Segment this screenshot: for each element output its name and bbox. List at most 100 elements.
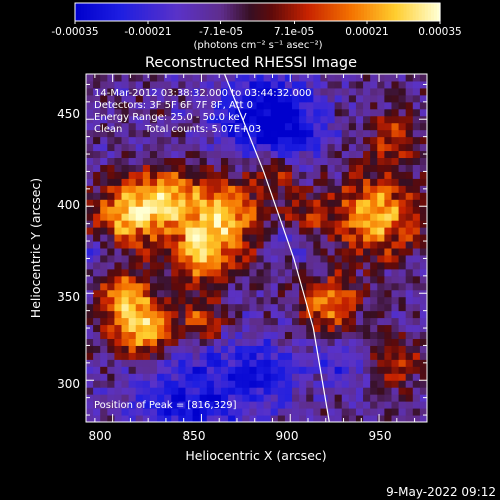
heatmap-pixel (114, 317, 123, 326)
heatmap-pixel (93, 303, 101, 312)
heatmap-pixel (398, 261, 407, 270)
heatmap-pixel (228, 108, 236, 117)
heatmap-pixel (355, 359, 364, 367)
heatmap-pixel (114, 241, 123, 249)
heatmap-pixel (327, 345, 336, 353)
colorbar-cell (421, 3, 426, 21)
heatmap-pixel (363, 268, 371, 277)
heatmap-pixel (284, 80, 293, 89)
heatmap-pixel (277, 234, 286, 242)
heatmap-pixel (419, 317, 427, 326)
heatmap-pixel (235, 115, 243, 124)
heatmap-pixel (157, 185, 165, 193)
heatmap-pixel (370, 248, 378, 256)
heatmap-pixel (157, 296, 165, 305)
y-tick-label-450: 450 (57, 107, 80, 121)
colorbar-cell (394, 3, 399, 21)
heatmap-pixel (228, 185, 236, 193)
heatmap-pixel (292, 164, 300, 172)
heatmap-pixel (391, 352, 400, 360)
heatmap-pixel (220, 282, 229, 291)
heatmap-pixel (107, 401, 115, 409)
heatmap-pixel (242, 401, 250, 409)
heatmap-pixel (306, 359, 314, 367)
heatmap-pixel (299, 289, 307, 298)
heatmap-pixel (405, 317, 414, 326)
heatmap-pixel (256, 108, 265, 117)
heatmap-pixel (370, 373, 378, 381)
heatmap-pixel (391, 324, 400, 333)
heatmap-pixel (299, 303, 307, 312)
heatmap-pixel (412, 185, 421, 193)
heatmap-pixel (299, 185, 307, 193)
heatmap-pixel (370, 380, 378, 388)
heatmap-pixel (398, 359, 407, 367)
heatmap-pixel (306, 338, 314, 346)
heatmap-pixel (100, 94, 108, 103)
heatmap-pixel (270, 185, 279, 193)
heatmap-pixel (292, 303, 300, 312)
heatmap-pixel (263, 94, 272, 103)
heatmap-pixel (114, 227, 123, 235)
heatmap-pixel (142, 359, 151, 367)
heatmap-pixel (398, 122, 407, 131)
heatmap-pixel (242, 241, 250, 249)
heatmap-pixel (256, 254, 265, 263)
heatmap-pixel (199, 401, 208, 409)
heatmap-pixel (405, 373, 414, 381)
heatmap-pixel (178, 317, 186, 326)
heatmap-pixel (391, 373, 400, 381)
heatmap-pixel (263, 282, 272, 291)
heatmap-pixel (419, 74, 427, 82)
colorbar-cell (205, 3, 210, 21)
heatmap-pixel (242, 192, 250, 200)
heatmap-pixel (192, 345, 201, 353)
heatmap-pixel (341, 80, 350, 89)
heatmap-pixel (363, 296, 371, 305)
heatmap-pixel (192, 241, 201, 249)
colorbar-cell (433, 3, 438, 21)
heatmap-pixel (86, 74, 94, 82)
colorbar-cell (211, 3, 216, 21)
heatmap-pixel (157, 345, 165, 353)
heatmap-pixel (377, 87, 385, 96)
heatmap-pixel (327, 220, 336, 228)
colorbar-cell (111, 3, 116, 21)
heatmap-pixel (242, 282, 250, 291)
heatmap-pixel (135, 122, 144, 131)
heatmap-pixel (121, 94, 130, 103)
heatmap-pixel (86, 408, 94, 416)
heatmap-pixel (93, 338, 101, 346)
heatmap-pixel (355, 241, 364, 249)
heatmap-pixel (199, 359, 208, 367)
heatmap-pixel (149, 150, 158, 159)
heatmap-pixel (171, 206, 179, 214)
heatmap-pixel (370, 394, 378, 402)
heatmap-pixel (86, 380, 94, 388)
heatmap-pixel (405, 296, 414, 305)
heatmap-pixel (270, 122, 279, 131)
heatmap-pixel (348, 289, 357, 298)
heatmap-pixel (292, 101, 300, 110)
heatmap-pixel (398, 129, 407, 138)
heatmap-pixel (334, 331, 343, 339)
heatmap-pixel (178, 136, 186, 145)
heatmap-pixel (370, 282, 378, 291)
heatmap-pixel (405, 87, 414, 96)
heatmap-pixel (256, 136, 265, 145)
heatmap-pixel (334, 324, 343, 333)
heatmap-pixel (277, 289, 286, 298)
heatmap-pixel (235, 122, 243, 131)
colorbar-frame (74, 2, 441, 22)
heatmap-pixel (412, 115, 421, 124)
heatmap-pixel (100, 317, 108, 326)
heatmap-pixel (327, 206, 336, 214)
heatmap-pixel (419, 164, 427, 172)
heatmap-pixel (391, 80, 400, 89)
heatmap-pixel (320, 227, 329, 235)
heatmap-pixel (348, 129, 357, 138)
heatmap-pixel (398, 380, 407, 388)
heatmap-pixel (157, 192, 165, 200)
colorbar-cell (436, 3, 441, 21)
heatmap-pixel (292, 415, 300, 422)
